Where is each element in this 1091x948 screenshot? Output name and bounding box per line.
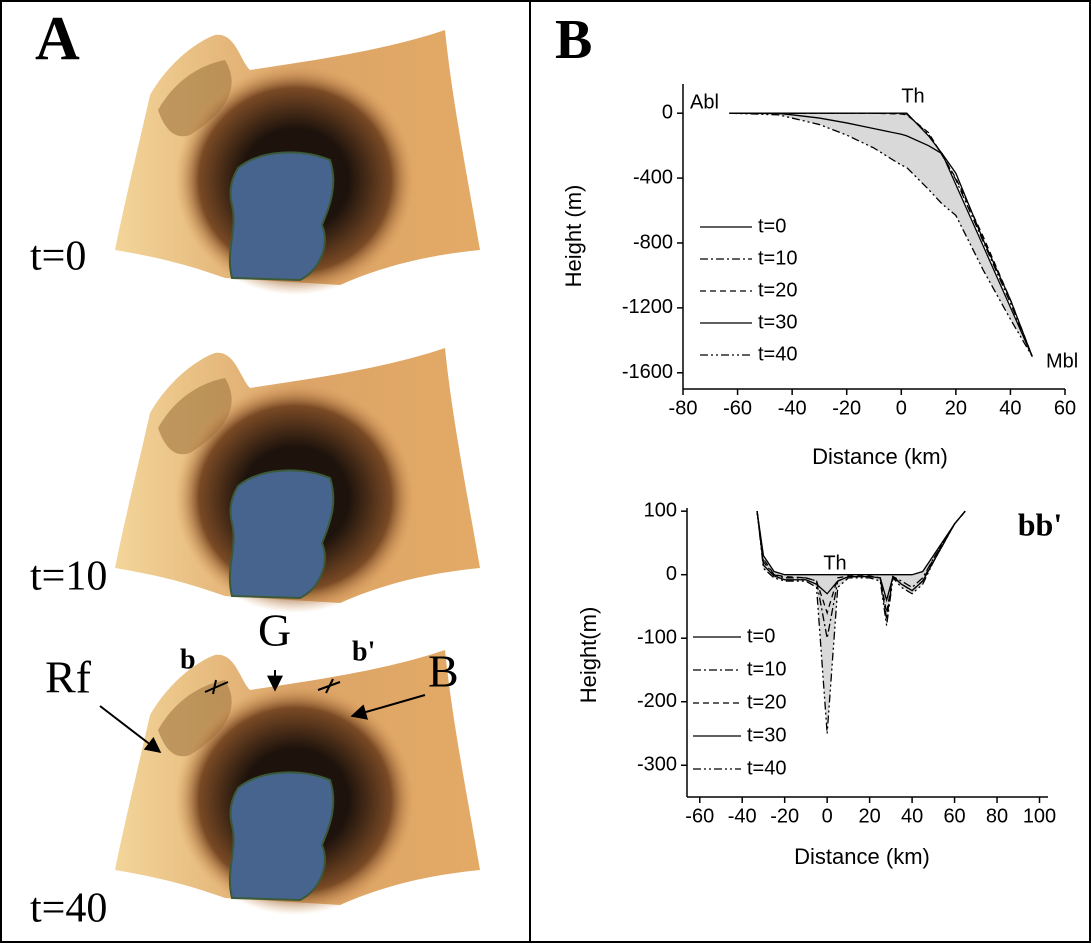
x-tick-label: 0 [896, 397, 907, 419]
annotation: Th [901, 85, 924, 107]
y-tick-label: 100 [644, 499, 677, 521]
legend-label: t=0 [747, 625, 775, 647]
x-tick-label: -40 [778, 397, 807, 419]
terrain-image [114, 29, 481, 296]
legend-label: t=20 [747, 691, 786, 713]
x-tick-label: -60 [685, 805, 714, 827]
terrain-image [114, 347, 481, 614]
y-tick-label: -300 [637, 754, 677, 776]
x-tick-label: -80 [669, 397, 698, 419]
y-tick-label: -1600 [622, 361, 673, 383]
series-line [756, 510, 966, 615]
annotation: Th [823, 552, 846, 574]
x-tick-label: 60 [943, 805, 965, 827]
frame-label: t=40 [30, 886, 107, 932]
x-tick-label: 40 [901, 805, 923, 827]
y-axis-label: Height(m) [576, 607, 601, 704]
x-tick-label: 20 [945, 397, 967, 419]
shaded-band [729, 113, 1033, 357]
series-line [729, 112, 1033, 357]
legend-label: t=10 [747, 658, 786, 680]
terrain-image [114, 649, 481, 916]
x-tick-label: 40 [999, 397, 1021, 419]
x-tick-label: 20 [858, 805, 880, 827]
shaded-band [757, 511, 966, 734]
x-tick-label: -20 [770, 805, 799, 827]
annotation: b' [352, 636, 375, 667]
x-tick-label: -20 [832, 397, 861, 419]
x-tick-label: 100 [1023, 805, 1056, 827]
series-line [756, 510, 966, 576]
y-tick-label: 0 [666, 563, 677, 585]
panel-label: B [555, 9, 592, 71]
legend-label: t=30 [758, 311, 797, 333]
panel-label: A [35, 5, 80, 73]
frame-label: t=0 [30, 234, 86, 280]
annotation: G [258, 605, 291, 656]
annotation: Mbl [1046, 350, 1078, 372]
chart-title: bb' [1018, 506, 1062, 542]
x-axis-label: Distance (km) [812, 444, 948, 469]
arrow [350, 694, 426, 720]
annotation: Abl [690, 91, 719, 113]
annotation: b [180, 644, 196, 675]
y-tick-label: -1200 [622, 296, 673, 318]
y-tick-label: -100 [637, 626, 677, 648]
legend-label: t=40 [747, 757, 786, 779]
legend-label: t=30 [747, 724, 786, 746]
series-line [729, 112, 1033, 357]
legend-label: t=0 [758, 215, 786, 237]
x-tick-label: 60 [1054, 397, 1076, 419]
arrow [99, 705, 162, 753]
series-line [756, 510, 966, 734]
y-axis-label: Height (m) [561, 185, 586, 288]
legend-label: t=20 [758, 279, 797, 301]
annotation: Rf [45, 652, 92, 703]
series-line [756, 510, 966, 639]
section-mark [325, 678, 334, 694]
series-line [729, 112, 1033, 357]
y-tick-label: -200 [637, 690, 677, 712]
y-tick-label: -800 [633, 231, 673, 253]
section-mark [212, 679, 217, 695]
y-tick-label: 0 [662, 101, 673, 123]
x-tick-label: 0 [822, 805, 833, 827]
legend-label: t=40 [758, 343, 797, 365]
x-tick-label: -60 [723, 397, 752, 419]
annotation: B [428, 646, 459, 697]
section-mark [204, 681, 229, 693]
x-tick-label: 80 [986, 805, 1008, 827]
frame-label: t=10 [30, 554, 107, 600]
y-tick-label: -400 [633, 166, 673, 188]
legend-label: t=10 [758, 247, 797, 269]
x-tick-label: -40 [728, 805, 757, 827]
x-axis-label: Distance (km) [794, 844, 930, 869]
series-line [729, 112, 1033, 357]
